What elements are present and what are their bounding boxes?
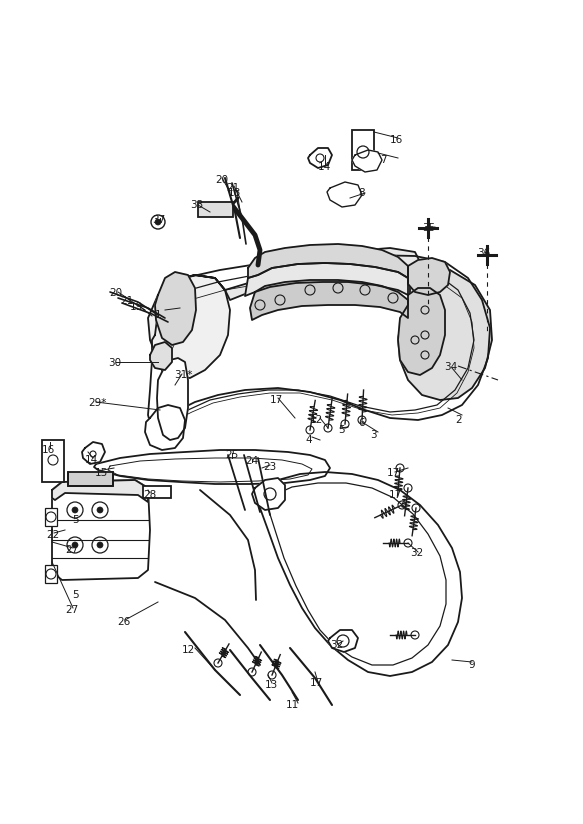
Text: 17: 17 <box>389 490 402 500</box>
Polygon shape <box>308 148 332 168</box>
Text: 4: 4 <box>305 435 312 445</box>
Circle shape <box>72 542 78 548</box>
Text: 19: 19 <box>130 302 143 312</box>
Circle shape <box>72 507 78 513</box>
Text: 16: 16 <box>42 445 55 455</box>
Bar <box>45 508 57 526</box>
Bar <box>45 565 57 583</box>
Text: 21: 21 <box>226 183 239 193</box>
Polygon shape <box>328 630 358 652</box>
Polygon shape <box>327 182 362 207</box>
Text: 9: 9 <box>468 660 475 670</box>
Polygon shape <box>258 472 462 676</box>
Text: 27: 27 <box>65 605 78 615</box>
Polygon shape <box>155 272 196 345</box>
Text: 26: 26 <box>117 617 130 627</box>
Text: 17: 17 <box>270 395 283 405</box>
Text: 3: 3 <box>370 430 377 440</box>
Text: 15: 15 <box>95 468 108 478</box>
Text: 28: 28 <box>143 490 156 500</box>
Polygon shape <box>175 248 420 300</box>
Text: 5: 5 <box>72 590 79 600</box>
Polygon shape <box>52 480 150 580</box>
Text: 12: 12 <box>182 645 195 655</box>
Text: 25: 25 <box>225 450 238 460</box>
Text: 20: 20 <box>109 288 122 298</box>
Circle shape <box>97 507 103 513</box>
Text: 31*: 31* <box>174 370 192 380</box>
Bar <box>198 202 233 217</box>
Text: 21: 21 <box>120 296 134 306</box>
Polygon shape <box>398 288 445 375</box>
Text: 16: 16 <box>390 135 403 145</box>
Polygon shape <box>248 244 408 278</box>
Text: 35: 35 <box>422 223 436 233</box>
Text: 14: 14 <box>318 162 331 172</box>
Text: 23: 23 <box>263 462 276 472</box>
Text: 1: 1 <box>155 310 161 320</box>
Text: 24: 24 <box>245 456 258 466</box>
Text: 5: 5 <box>72 515 79 525</box>
Text: 22: 22 <box>46 530 59 540</box>
Text: 27: 27 <box>65 545 78 555</box>
Polygon shape <box>150 342 172 370</box>
Text: 32: 32 <box>410 548 423 558</box>
Text: 5: 5 <box>338 425 345 435</box>
Text: 13: 13 <box>265 680 278 690</box>
Polygon shape <box>148 275 230 378</box>
Text: 12: 12 <box>310 415 323 425</box>
Polygon shape <box>398 262 492 400</box>
Text: 32: 32 <box>330 640 343 650</box>
Bar <box>352 130 374 170</box>
Text: 29*: 29* <box>88 398 106 408</box>
Text: 7: 7 <box>380 155 387 165</box>
Text: 2: 2 <box>455 415 462 425</box>
Text: 37: 37 <box>152 215 165 225</box>
Polygon shape <box>94 450 330 484</box>
Circle shape <box>155 219 161 225</box>
Text: 6: 6 <box>358 418 364 428</box>
Text: 36: 36 <box>477 248 490 258</box>
Polygon shape <box>157 358 188 440</box>
Text: 34: 34 <box>444 362 457 372</box>
Bar <box>143 486 171 498</box>
Circle shape <box>97 542 103 548</box>
Text: 20: 20 <box>215 175 228 185</box>
Text: 17: 17 <box>310 678 323 688</box>
Polygon shape <box>252 478 285 510</box>
Text: 30: 30 <box>108 358 121 368</box>
Polygon shape <box>148 255 490 430</box>
Text: 33: 33 <box>190 200 203 210</box>
Bar <box>68 472 113 486</box>
Polygon shape <box>245 263 408 296</box>
Polygon shape <box>145 405 185 450</box>
Text: 8: 8 <box>358 188 364 198</box>
Polygon shape <box>82 442 105 464</box>
Bar <box>42 440 64 482</box>
Polygon shape <box>250 280 408 320</box>
Text: 18: 18 <box>228 188 241 198</box>
Polygon shape <box>352 150 382 172</box>
Text: 11: 11 <box>286 700 299 710</box>
Text: 17: 17 <box>387 468 401 478</box>
Polygon shape <box>408 258 450 295</box>
Text: 14: 14 <box>85 455 99 465</box>
Polygon shape <box>52 480 148 502</box>
